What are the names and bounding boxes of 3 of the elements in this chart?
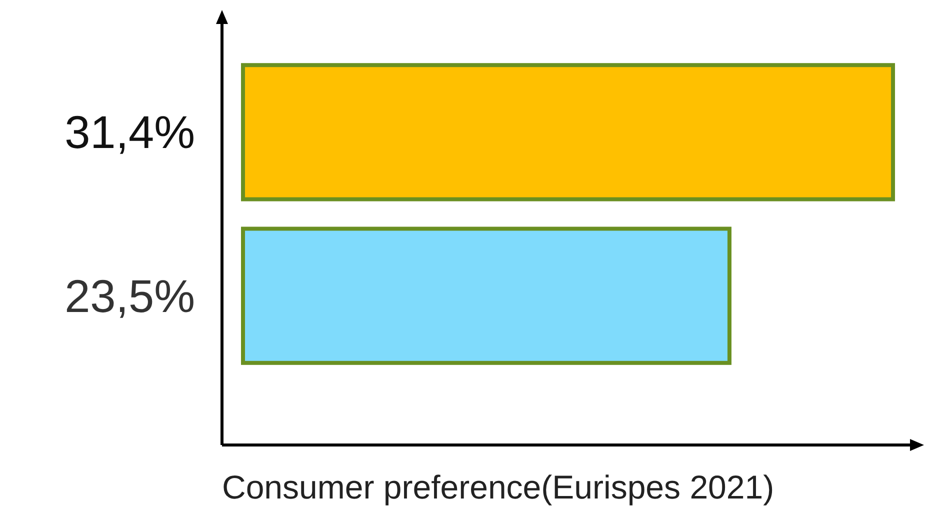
x-axis-title: Consumer preference(Eurispes 2021) bbox=[222, 468, 774, 506]
data-label: 31,4% bbox=[64, 106, 195, 158]
data-label: 23,5% bbox=[64, 270, 195, 322]
